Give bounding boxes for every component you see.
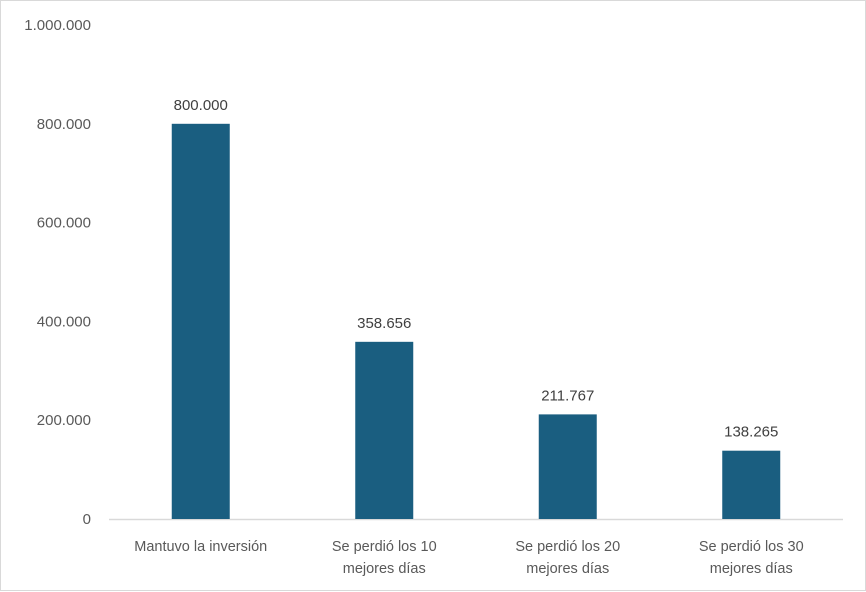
x-tick-label: Mantuvo la inversión bbox=[134, 539, 267, 555]
y-tick-label: 200.000 bbox=[37, 412, 91, 429]
y-tick-label: 0 bbox=[83, 511, 91, 528]
data-label: 800.000 bbox=[174, 97, 228, 114]
y-tick-label: 600.000 bbox=[37, 215, 91, 232]
data-label: 358.656 bbox=[357, 315, 411, 332]
data-label: 211.767 bbox=[541, 387, 594, 404]
x-tick-label: Se perdió los 30 bbox=[699, 539, 804, 555]
data-label: 138.265 bbox=[724, 424, 778, 441]
y-tick-label: 1.000.000 bbox=[24, 17, 91, 34]
bar bbox=[355, 341, 414, 519]
x-tick-label: Se perdió los 10 bbox=[332, 539, 437, 555]
x-tick-label: mejores días bbox=[526, 561, 609, 577]
bar bbox=[171, 123, 230, 520]
x-tick-label: mejores días bbox=[710, 561, 793, 577]
x-tick-label: mejores días bbox=[343, 561, 426, 577]
bar bbox=[722, 450, 781, 519]
bar bbox=[538, 414, 597, 519]
y-tick-label: 400.000 bbox=[37, 313, 91, 330]
x-tick-label: Se perdió los 20 bbox=[515, 539, 620, 555]
y-tick-label: 800.000 bbox=[37, 116, 91, 133]
